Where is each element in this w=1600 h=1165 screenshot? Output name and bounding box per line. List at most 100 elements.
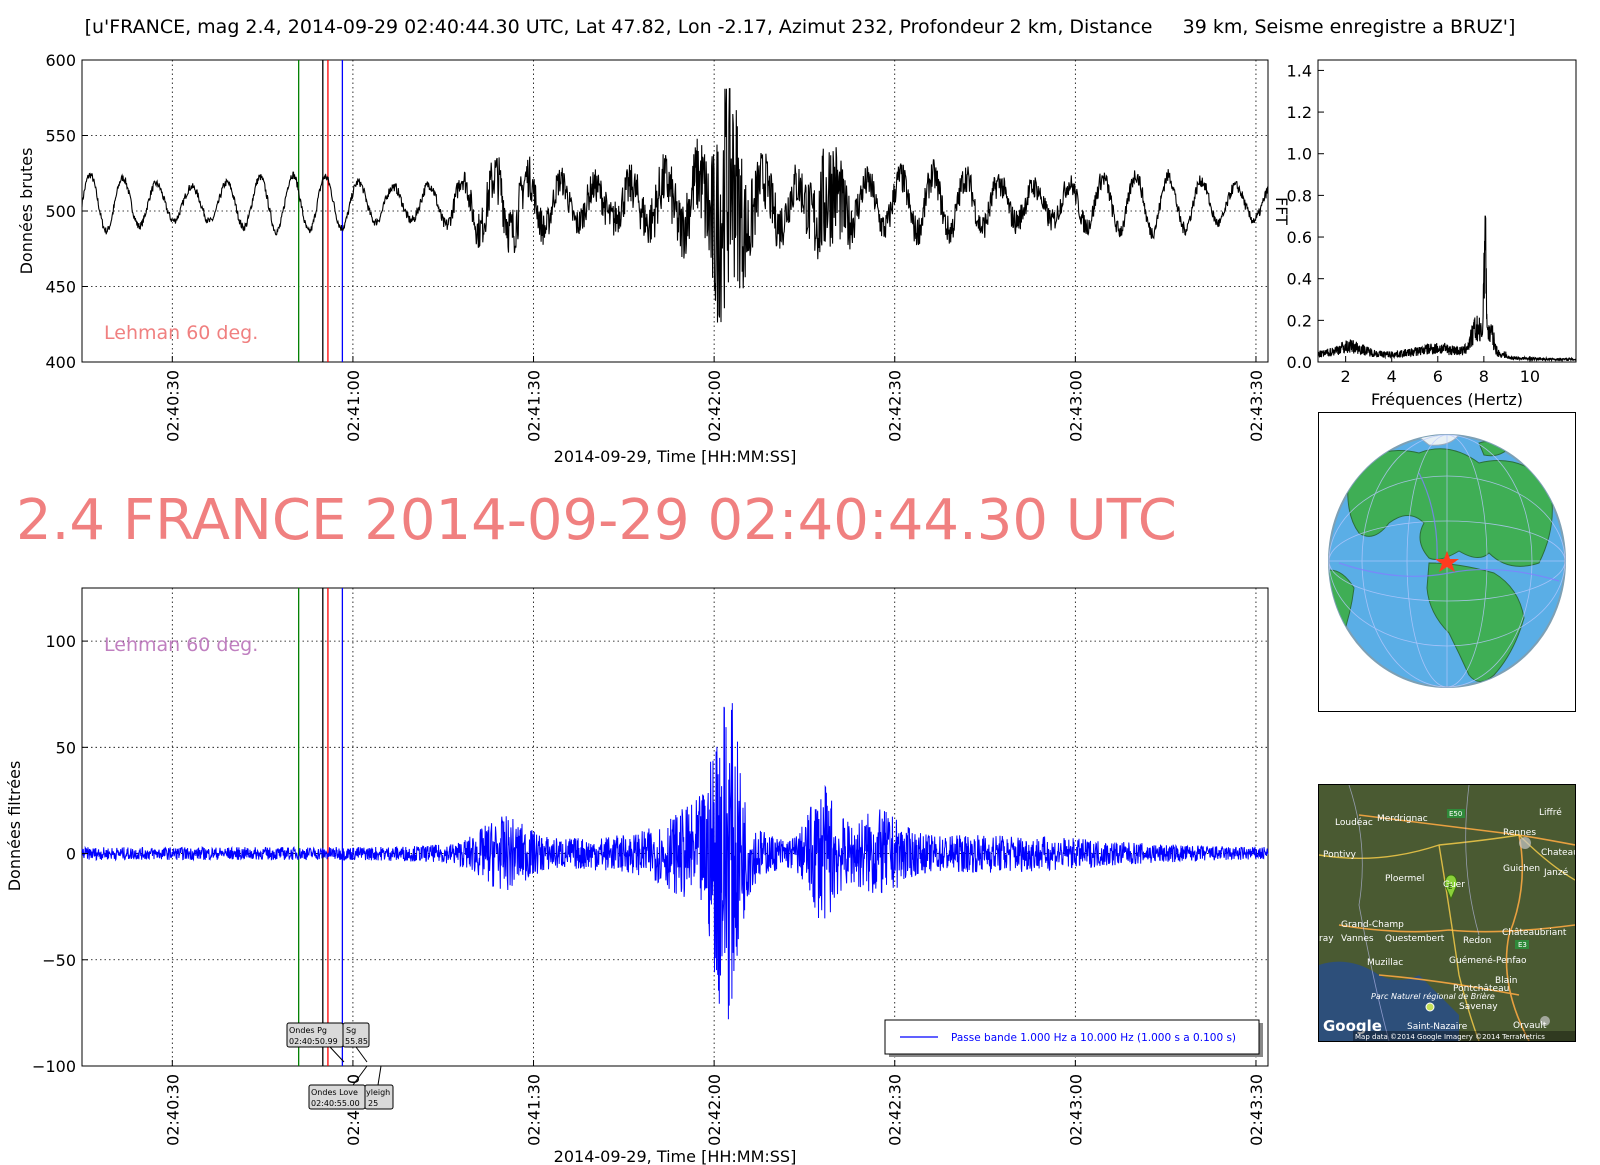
fft-plot-frame <box>1317 59 1577 363</box>
google-logo: Google <box>1323 1017 1382 1035</box>
raw-trace-line <box>81 88 1269 323</box>
y-tick-label: 0 <box>66 845 76 864</box>
x-tick-label: 02:43:00 <box>1066 1074 1085 1146</box>
fft-y-tick-label: 0.6 <box>1287 228 1312 247</box>
svg-text:Guémené-Penfao: Guémené-Penfao <box>1449 955 1527 966</box>
y-tick-label: 100 <box>45 632 76 651</box>
svg-text:Questembert: Questembert <box>1385 934 1445 944</box>
epicenter-star-icon <box>1435 551 1459 572</box>
svg-text:Ondes Love: Ondes Love <box>311 1088 358 1097</box>
svg-text:Ondes Pg: Ondes Pg <box>289 1026 327 1035</box>
phase-label-rayleigh: yleigh 25 <box>364 1084 394 1110</box>
x-tick-label: 02:42:30 <box>886 370 905 442</box>
svg-text:Sg: Sg <box>346 1026 356 1035</box>
svg-text:Saint-Nazaire: Saint-Nazaire <box>1407 1022 1468 1032</box>
fft-x-tick-label: 10 <box>1520 367 1540 386</box>
svg-text:Parc Naturel régional de Brièr: Parc Naturel régional de Brière <box>1371 991 1495 1001</box>
filtered-legend: Passe bande 1.000 Hz a 10.000 Hz (1.000 … <box>884 1019 1263 1057</box>
filtered-annotation: Lehman 60 deg. <box>104 634 258 656</box>
svg-text:E: E <box>1448 883 1452 891</box>
svg-text:Merdrignac: Merdrignac <box>1377 814 1428 824</box>
filtered-x-axis-label: 2014-09-29, Time [HH:MM:SS] <box>554 1147 797 1165</box>
fft-x-axis-label: Fréquences (Hertz) <box>1371 390 1523 409</box>
x-tick-label: 02:42:00 <box>705 370 724 442</box>
svg-text:E50: E50 <box>1449 810 1462 818</box>
svg-text:Savenay: Savenay <box>1459 1002 1498 1012</box>
y-tick-label: 600 <box>45 51 76 70</box>
svg-text:Grand-Champ: Grand-Champ <box>1341 920 1404 930</box>
x-tick-label: 02:43:30 <box>1247 1074 1266 1146</box>
y-tick-label: 500 <box>45 202 76 221</box>
x-tick-label: 02:40:30 <box>163 1074 182 1146</box>
y-tick-label: 400 <box>45 353 76 372</box>
svg-text:Ploermel: Ploermel <box>1385 874 1424 884</box>
y-tick-label: 450 <box>45 278 76 297</box>
fft-y-tick-label: 0.2 <box>1287 311 1312 330</box>
x-tick-label: 02:40:30 <box>163 370 182 442</box>
fft-y-tick-label: 0.8 <box>1287 186 1312 205</box>
svg-text:Pontivy: Pontivy <box>1323 850 1357 860</box>
svg-text:Redon: Redon <box>1463 936 1491 946</box>
fft-trace-line <box>1317 215 1577 363</box>
figure-title: [u'FRANCE, mag 2.4, 2014-09-29 02:40:44.… <box>84 16 1516 38</box>
svg-text:Châteaubriant: Châteaubriant <box>1502 928 1567 938</box>
svg-text:yleigh: yleigh <box>366 1088 390 1097</box>
svg-text:Janzé: Janzé <box>1543 867 1569 878</box>
x-tick-label: 02:42:00 <box>705 1074 724 1146</box>
svg-text:Guer: Guer <box>1443 880 1465 890</box>
phase-label-pg: Ondes Pg 02:40:50.99 <box>286 1022 344 1048</box>
fft-y-tick-label: 1.2 <box>1287 103 1312 122</box>
svg-text:Loudéac: Loudéac <box>1335 817 1373 828</box>
globe-panel <box>1318 412 1576 712</box>
y-tick-label: 50 <box>56 738 76 757</box>
y-tick-label: −50 <box>42 951 76 970</box>
svg-text:Muzillac: Muzillac <box>1367 958 1403 968</box>
legend-label: Passe bande 1.000 Hz a 10.000 Hz (1.000 … <box>951 1032 1236 1044</box>
event-title: 2.4 FRANCE 2014-09-29 02:40:44.30 UTC <box>16 488 1177 553</box>
svg-text:Chateau: Chateau <box>1541 848 1575 858</box>
raw-annotation: Lehman 60 deg. <box>104 322 258 344</box>
svg-text:E3: E3 <box>1518 941 1527 949</box>
phase-label-sg: Sg 55.85 <box>342 1022 370 1048</box>
map-attribution: Map data ©2014 Google Imagery ©2014 Terr… <box>1355 1033 1545 1041</box>
svg-text:Liffré: Liffré <box>1539 807 1562 818</box>
x-tick-label: 02:41:00 <box>344 370 363 442</box>
x-tick-label: 02:43:00 <box>1066 370 1085 442</box>
map-image: Loudéac Merdrignac Rennes Liffré Pontivy… <box>1319 785 1575 1041</box>
svg-text:55.85: 55.85 <box>345 1037 368 1046</box>
x-tick-label: 02:41:30 <box>525 370 544 442</box>
fft-x-tick-label: 6 <box>1433 367 1443 386</box>
svg-text:25: 25 <box>368 1099 378 1108</box>
map-marker-icon <box>1444 874 1458 901</box>
svg-text:Orvault: Orvault <box>1513 1021 1547 1031</box>
fft-y-tick-label: 1.0 <box>1287 145 1312 164</box>
fft-y-axis-label: FFT <box>1272 197 1291 225</box>
fft-chart: 0.0 0.2 0.4 0.6 0.8 1.0 1.2 1.4 2 4 6 8 10 FFT Fréq… <box>1272 59 1577 409</box>
filtered-trace-line <box>81 703 1269 1020</box>
svg-text:02:40:50.99: 02:40:50.99 <box>289 1037 338 1046</box>
svg-text:Blain: Blain <box>1495 976 1517 986</box>
phase-label-love: Ondes Love 02:40:55.00 <box>308 1084 366 1110</box>
filtered-y-axis-label: Données filtrées <box>5 761 24 892</box>
fft-y-tick-label: 1.4 <box>1287 61 1312 80</box>
fft-y-tick-label: 0.4 <box>1287 270 1312 289</box>
raw-x-axis-label: 2014-09-29, Time [HH:MM:SS] <box>554 447 797 466</box>
y-tick-label: 550 <box>45 127 76 146</box>
fft-x-tick-label: 4 <box>1387 367 1397 386</box>
location-map: Loudéac Merdrignac Rennes Liffré Pontivy… <box>1318 784 1576 1042</box>
raw-data-chart: 400 450 500 550 600 02:40:30 02:41:00 02:41:30… <box>17 51 1269 466</box>
svg-text:Vannes: Vannes <box>1341 934 1374 944</box>
y-tick-label: −100 <box>32 1057 76 1076</box>
svg-text:Pontchâteau: Pontchâteau <box>1453 984 1509 994</box>
fft-x-tick-label: 8 <box>1479 367 1489 386</box>
svg-text:Rennes: Rennes <box>1503 828 1536 838</box>
phase-label-arrows <box>329 1046 382 1086</box>
x-tick-label: 02:42:30 <box>886 1074 905 1146</box>
svg-text:Guichen: Guichen <box>1503 864 1540 874</box>
x-tick-label: 02:41:30 <box>525 1074 544 1146</box>
svg-text:02:40:55.00: 02:40:55.00 <box>311 1099 360 1108</box>
raw-y-axis-label: Données brutes <box>17 148 36 275</box>
x-tick-label: 02:43:30 <box>1247 370 1266 442</box>
